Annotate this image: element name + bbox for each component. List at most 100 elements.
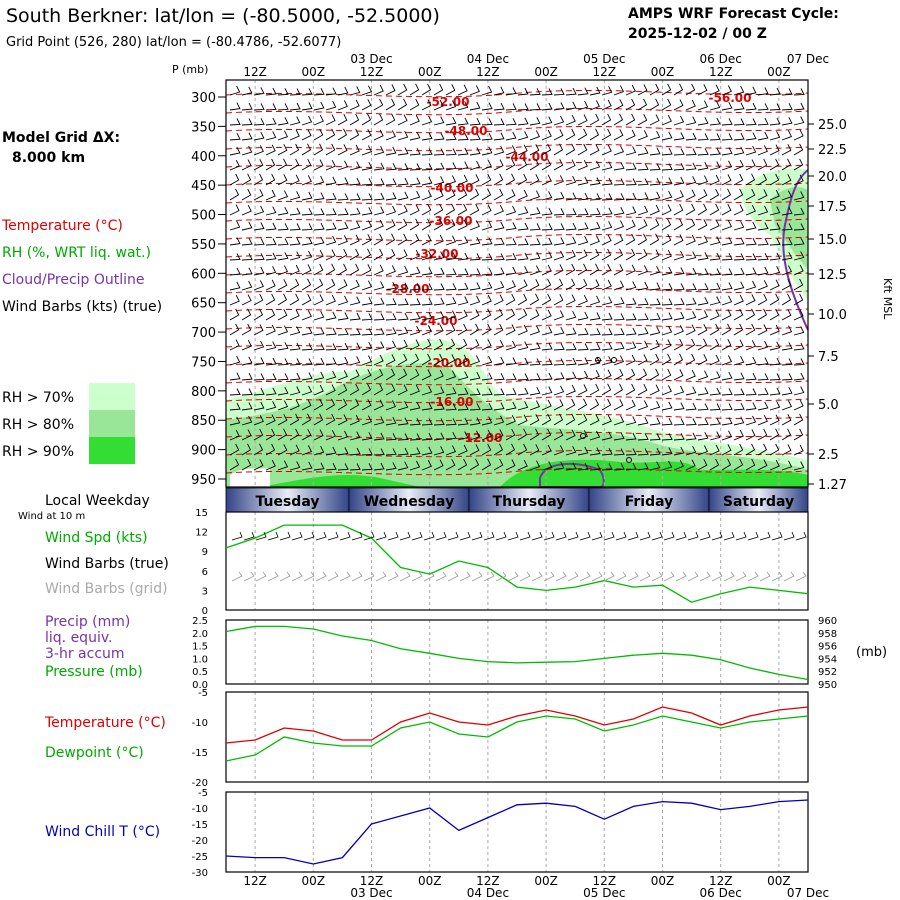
wind-barb <box>289 444 300 456</box>
wind-barb <box>745 372 757 381</box>
wind-barb <box>661 218 672 231</box>
surface-wind-barb <box>519 531 531 541</box>
wind-barb <box>685 99 696 111</box>
wind-barb <box>673 190 684 201</box>
wind-barb <box>277 144 288 156</box>
wind-barb <box>241 443 252 456</box>
wind-barb <box>313 398 324 411</box>
wind-barb <box>769 206 781 216</box>
rh-legend-swatch <box>89 383 135 410</box>
wind-barb <box>565 413 576 426</box>
surface-wind-barb <box>627 531 639 541</box>
wind-barb <box>241 308 252 321</box>
surface-wind-barb <box>735 531 747 541</box>
wind-barb <box>445 370 457 381</box>
wind-barb <box>757 415 768 426</box>
wind-barb <box>385 298 397 306</box>
wind-barb <box>553 223 565 231</box>
wind-barb <box>289 326 301 336</box>
wind-barb <box>613 297 625 306</box>
wind-barb <box>469 174 480 186</box>
wind-barb <box>721 403 733 411</box>
wind-barb <box>793 413 804 426</box>
cycle-label: AMPS WRF Forecast Cycle: <box>628 6 839 22</box>
wind-barb <box>601 263 612 276</box>
wind-barb <box>349 248 360 261</box>
wind-barb <box>409 417 421 426</box>
wind-barb <box>721 282 733 291</box>
grid-wind-barb <box>663 571 675 582</box>
wind-barb <box>757 266 769 276</box>
wind-barb <box>229 118 241 126</box>
wind-barb <box>589 312 601 321</box>
wind-barb <box>721 133 733 141</box>
wind-barb <box>289 278 300 291</box>
wind-barb <box>349 99 360 111</box>
wind-barb <box>457 268 469 276</box>
wind-barb <box>697 252 709 261</box>
wind-barb <box>517 117 529 126</box>
wind-barb <box>505 357 517 366</box>
wind-barb <box>241 415 253 426</box>
wind-barb <box>529 373 541 381</box>
wind-barb <box>529 117 541 126</box>
wind-barb <box>325 384 336 396</box>
wind-barb <box>361 369 372 381</box>
top-hour-label: 12Z <box>593 65 617 79</box>
wind-barb <box>253 357 265 366</box>
wind-barb <box>445 84 456 96</box>
wind-barb <box>277 174 288 186</box>
wind-barb <box>445 100 457 111</box>
wind-barb <box>289 223 301 231</box>
wind-barb <box>337 370 348 381</box>
wind-barb <box>553 428 564 441</box>
wind-barb <box>697 84 708 96</box>
wind-barb <box>325 398 336 411</box>
wind-barb <box>649 177 661 186</box>
isotherm-line <box>225 89 809 98</box>
chart-title: South Berkner: lat/lon = (-80.5000, -52.… <box>6 5 440 27</box>
wind-barb <box>421 446 433 456</box>
wind-barb <box>565 278 576 291</box>
wind-barb <box>385 130 396 141</box>
wind-barb <box>385 368 396 381</box>
wind-barb <box>385 433 397 441</box>
wind-barb <box>625 84 636 96</box>
kft-tick-label: 7.5 <box>818 350 839 365</box>
calm-wind-circle <box>611 357 617 363</box>
wind-barb <box>409 131 421 141</box>
temperature-line <box>225 706 809 744</box>
wind-barb <box>229 372 241 381</box>
precip-tick-label: 0.0 <box>192 680 208 691</box>
wind-barb <box>613 463 625 471</box>
pressure-tick-label: 952 <box>818 667 837 678</box>
wind-barb <box>433 83 444 96</box>
wind-barb <box>481 220 493 231</box>
grid-wind-barb <box>747 571 759 582</box>
wind-barb <box>673 338 684 351</box>
wind-barb <box>469 147 481 156</box>
wind-barb <box>397 353 408 366</box>
wind-barb <box>421 283 433 291</box>
wind-barb <box>289 174 300 186</box>
wind-barb <box>493 159 504 171</box>
wind-barb <box>505 222 517 231</box>
wind-barb <box>409 368 420 381</box>
wind-barb <box>529 265 541 276</box>
wind-barb <box>733 188 744 201</box>
wind-barb <box>745 173 756 186</box>
isotherm-line <box>225 341 809 350</box>
wind-barb <box>637 462 649 471</box>
wind-barb <box>229 146 241 156</box>
wind-barb <box>793 143 804 156</box>
top-hour-label: 00Z <box>302 65 326 79</box>
wind-barb <box>709 219 720 231</box>
wind-barb <box>637 383 648 396</box>
wind-barb <box>793 207 805 216</box>
wind-barb <box>241 294 252 306</box>
isotherm-line <box>225 467 809 476</box>
wind-barb <box>661 368 672 381</box>
wind-barb <box>397 339 408 351</box>
wind-barb <box>733 429 744 441</box>
wind-barb <box>589 100 600 111</box>
